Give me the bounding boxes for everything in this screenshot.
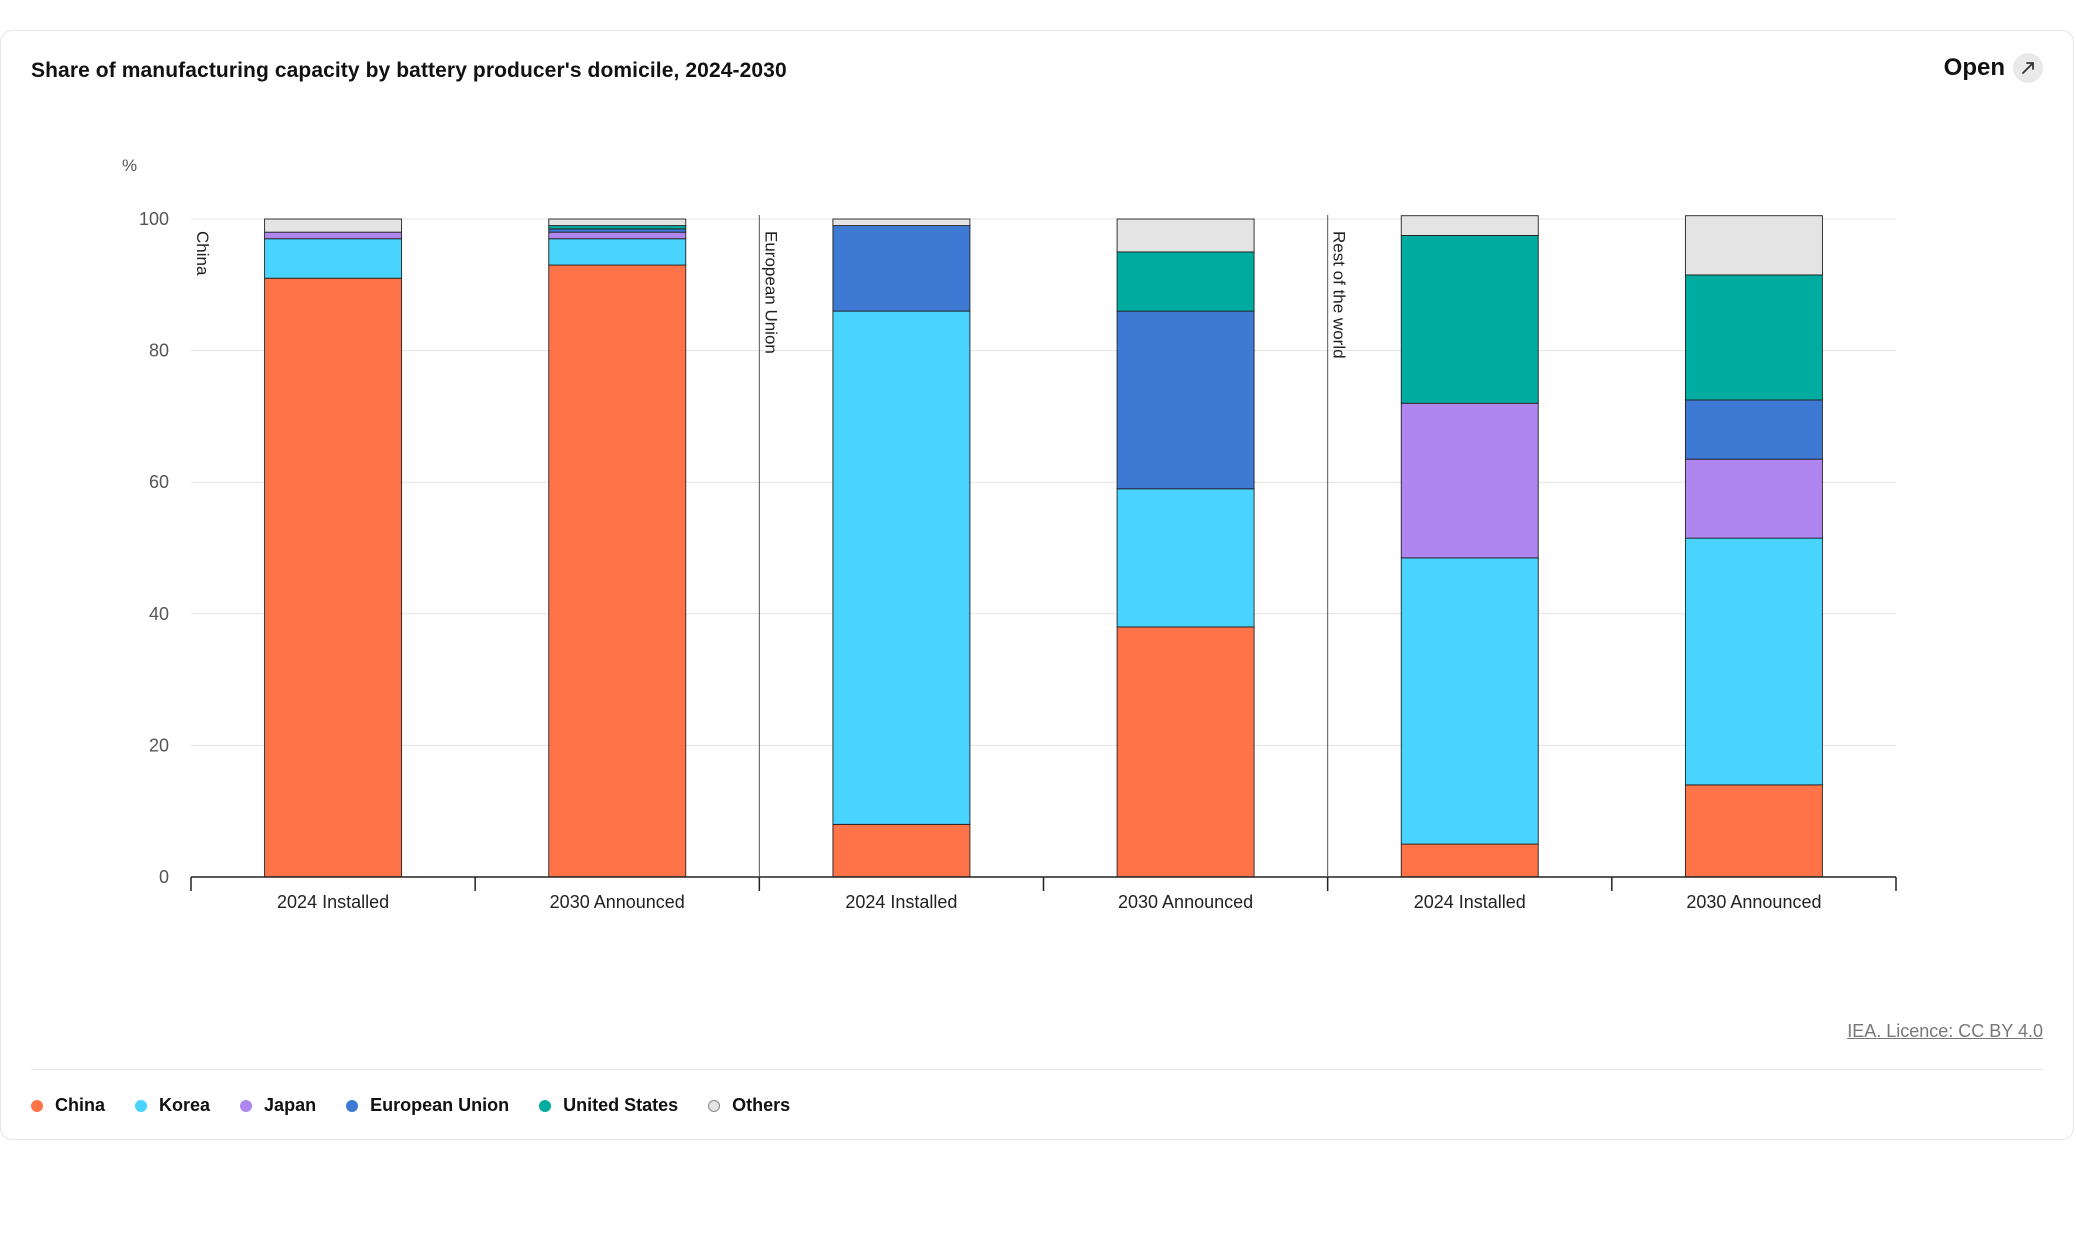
x-tick-label: 2024 Installed — [277, 892, 389, 912]
open-button[interactable]: Open — [1944, 53, 2043, 83]
bar-segment — [264, 231, 403, 240]
bar-segment — [1400, 557, 1539, 845]
bar-segment — [548, 238, 687, 266]
chart-title: Share of manufacturing capacity by batte… — [31, 59, 787, 82]
bar-segment — [1116, 488, 1255, 628]
stacked-bar-chart: 0 20 40 60 80 100% 2024 Installed 2030 Announce… — [122, 156, 1897, 912]
bar-segment — [1400, 215, 1539, 236]
bar-segment — [1684, 784, 1823, 878]
bar-segment — [832, 218, 971, 227]
bar-segment — [1684, 215, 1823, 276]
bar-segment — [1400, 234, 1539, 404]
y-tick-label: 60 — [149, 472, 169, 492]
legend-label: China — [55, 1095, 106, 1115]
x-tick-label: 2024 Installed — [845, 892, 957, 912]
y-axis-label: % — [122, 156, 137, 175]
bar-segment — [1684, 274, 1823, 401]
legend-dot-icon — [539, 1099, 552, 1112]
panel-label: European Union — [761, 231, 780, 354]
legend-label: Korea — [159, 1095, 211, 1115]
legend-label: Others — [732, 1095, 791, 1115]
bar-segment — [1400, 402, 1539, 559]
legend-item[interactable]: United States — [539, 1095, 678, 1116]
legend-label: European Union — [370, 1095, 510, 1115]
bar-segment — [1684, 537, 1823, 786]
y-tick-label: 0 — [159, 867, 169, 887]
bar-segment — [264, 277, 403, 878]
legend-item[interactable]: Others — [708, 1095, 790, 1116]
x-tick-label: 2030 Announced — [1686, 892, 1821, 912]
y-tick-label: 80 — [149, 341, 169, 361]
legend-dot-icon — [31, 1099, 43, 1112]
y-tick-label: 40 — [149, 604, 169, 624]
bar-segment — [832, 310, 971, 825]
panel-label: Rest of the world — [1330, 231, 1349, 359]
bar-segment — [548, 264, 687, 878]
bar-segment — [548, 231, 687, 240]
legend-item[interactable]: Japan — [240, 1095, 316, 1116]
bar-segment — [548, 225, 687, 230]
legend-label: United States — [563, 1095, 679, 1115]
legend-dot-icon — [240, 1099, 253, 1112]
bar-segment — [548, 228, 687, 233]
bar-segment — [264, 238, 403, 279]
x-tick-label: 2030 Announced — [550, 892, 685, 912]
chart-legend: China Korea Japan European Union United Stat… — [31, 1095, 790, 1116]
bar-segment — [1116, 218, 1255, 253]
bar-segment — [1116, 310, 1255, 490]
bar-segment — [548, 218, 687, 227]
licence-link[interactable]: IEA. Licence: CC BY 4.0 — [1847, 1021, 2043, 1041]
bar-segment — [1684, 458, 1823, 539]
bar-segment — [264, 218, 403, 233]
legend-dot-icon — [346, 1099, 359, 1112]
bar-segment — [1684, 399, 1823, 460]
y-tick-label: 20 — [149, 735, 169, 755]
legend-item[interactable]: Korea — [135, 1095, 210, 1116]
x-tick-label: 2024 Installed — [1414, 892, 1526, 912]
y-tick-label: 100 — [139, 209, 169, 229]
x-tick-label: 2030 Announced — [1118, 892, 1253, 912]
bar-segment — [1116, 251, 1255, 312]
bar-segment — [1116, 626, 1255, 878]
chart-card: Share of manufacturing capacity by batte… — [0, 30, 2074, 1140]
legend-dot-icon — [135, 1099, 148, 1112]
expand-arrow-icon — [2013, 53, 2043, 83]
legend-item[interactable]: China — [31, 1095, 105, 1116]
bar-segment — [1400, 843, 1539, 878]
panel-label: China — [193, 231, 212, 276]
bar-segment — [832, 225, 971, 312]
legend-item[interactable]: European Union — [346, 1095, 509, 1116]
legend-dot-icon — [708, 1099, 721, 1112]
legend-divider — [31, 1069, 2043, 1070]
bar-segment — [832, 823, 971, 878]
legend-label: Japan — [264, 1095, 317, 1115]
open-button-label: Open — [1943, 54, 2005, 81]
